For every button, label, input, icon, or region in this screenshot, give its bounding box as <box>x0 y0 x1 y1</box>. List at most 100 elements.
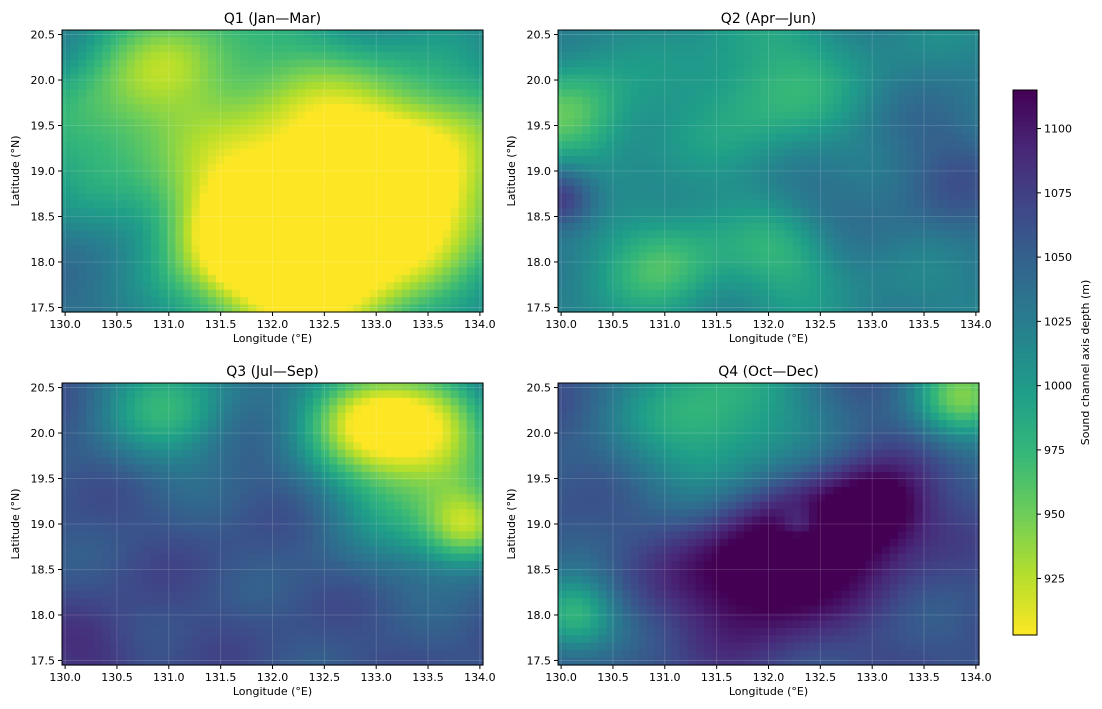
heatmap-cell <box>450 222 460 231</box>
heatmap-cell <box>671 37 681 46</box>
heatmap-cell <box>199 148 209 157</box>
heatmap-cell <box>671 260 681 269</box>
heatmap-cell <box>833 44 842 53</box>
heatmap-cell <box>922 52 932 61</box>
heatmap-cell <box>558 171 567 180</box>
heatmap-cell <box>606 67 616 76</box>
heatmap-cell <box>970 104 980 113</box>
heatmap-cell <box>873 267 883 276</box>
heatmap-cell <box>167 267 176 276</box>
heatmap-cell <box>70 67 79 76</box>
heatmap-cell <box>280 185 290 194</box>
heatmap-cell <box>679 267 689 276</box>
heatmap-cell <box>159 59 168 68</box>
heatmap-cell <box>353 434 363 443</box>
heatmap-cell <box>825 74 834 83</box>
heatmap-cell <box>752 119 762 128</box>
heatmap-cell <box>102 509 112 518</box>
heatmap-cell <box>622 178 632 187</box>
heatmap-cell <box>442 464 452 473</box>
heatmap-cell <box>369 501 379 510</box>
heatmap-cell <box>792 119 802 128</box>
y-tick-label: 20.0 <box>527 74 552 87</box>
heatmap-cell <box>466 479 476 488</box>
heatmap-cell <box>434 37 444 46</box>
heatmap-cell <box>223 390 233 399</box>
heatmap-cell <box>377 126 387 135</box>
heatmap-cell <box>272 67 282 76</box>
heatmap-cell <box>760 59 770 68</box>
heatmap-cell <box>817 245 826 254</box>
heatmap-cell <box>825 178 834 187</box>
heatmap-cell <box>946 215 956 224</box>
heatmap-cell <box>385 185 395 194</box>
heatmap-cell <box>118 208 128 217</box>
heatmap-cell <box>695 215 705 224</box>
heatmap-cell <box>110 215 120 224</box>
heatmap-cell <box>353 289 363 298</box>
heatmap-cell <box>86 237 95 246</box>
heatmap-cell <box>215 494 225 503</box>
heatmap-cell <box>442 133 452 142</box>
heatmap-cell <box>638 59 648 68</box>
heatmap-cell <box>638 52 648 61</box>
heatmap-cell <box>442 434 452 443</box>
heatmap-cell <box>410 245 419 254</box>
heatmap-cell <box>647 282 656 291</box>
heatmap-cell <box>711 297 721 306</box>
heatmap-cell <box>175 30 185 39</box>
heatmap-cell <box>938 111 948 120</box>
heatmap-cell <box>614 260 624 269</box>
heatmap-cell <box>889 74 899 83</box>
heatmap-cell <box>264 237 274 246</box>
heatmap-cell <box>865 44 875 53</box>
heatmap-cell <box>736 59 745 68</box>
heatmap-cell <box>86 133 95 142</box>
heatmap-cell <box>760 208 770 217</box>
heatmap-cell <box>630 89 640 98</box>
heatmap-cell <box>223 260 233 269</box>
heatmap-cell <box>223 208 233 217</box>
heatmap-cell <box>264 494 274 503</box>
heatmap-cell <box>768 141 778 150</box>
heatmap-cell <box>458 96 468 105</box>
heatmap-cell <box>94 304 104 313</box>
heatmap-cell <box>337 126 346 135</box>
heatmap-cell <box>442 178 452 187</box>
heatmap-cell <box>898 89 907 98</box>
heatmap-cell <box>240 111 249 120</box>
heatmap-cell <box>784 141 794 150</box>
heatmap-cell <box>418 222 427 231</box>
heatmap-cell <box>558 52 567 61</box>
heatmap-cell <box>768 252 778 261</box>
heatmap-cell <box>703 200 713 209</box>
heatmap-cell <box>736 81 745 90</box>
heatmap-cell <box>353 104 363 113</box>
heatmap-cell <box>183 156 193 165</box>
heatmap-cell <box>873 304 883 313</box>
heatmap-cell <box>679 245 689 254</box>
heatmap-cell <box>361 126 371 135</box>
heatmap-cell <box>94 67 104 76</box>
heatmap-cell <box>78 397 87 406</box>
heatmap-cell <box>574 200 583 209</box>
heatmap-cell <box>418 479 427 488</box>
heatmap-cell <box>450 52 460 61</box>
heatmap-cell <box>264 412 274 421</box>
heatmap-cell <box>207 215 217 224</box>
heatmap-cell <box>719 52 729 61</box>
heatmap-cell <box>671 104 681 113</box>
heatmap-cell <box>458 74 468 83</box>
heatmap-cell <box>312 126 322 135</box>
heatmap-cell <box>175 260 185 269</box>
heatmap-cell <box>296 156 306 165</box>
heatmap-cell <box>86 104 95 113</box>
heatmap-cell <box>402 412 411 421</box>
heatmap-cell <box>800 104 810 113</box>
heatmap-cell <box>614 52 624 61</box>
heatmap-cell <box>418 163 427 172</box>
heatmap-cell <box>304 178 314 187</box>
heatmap-cell <box>914 30 923 39</box>
heatmap-cell <box>215 222 225 231</box>
heatmap-cell <box>223 479 233 488</box>
